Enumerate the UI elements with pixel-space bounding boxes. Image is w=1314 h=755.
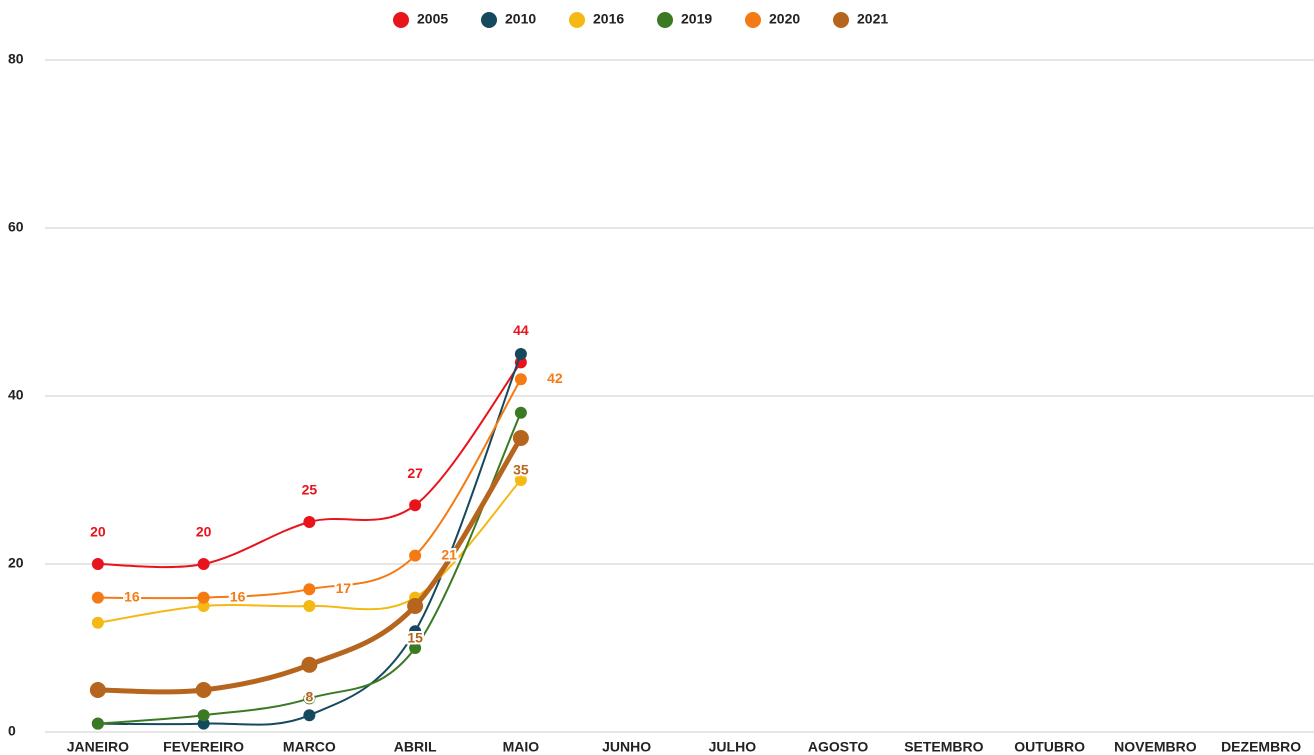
data-label: 20: [90, 524, 106, 540]
data-point: [409, 625, 422, 638]
data-label: 8: [305, 689, 313, 705]
data-point: [512, 430, 529, 446]
data-point: [197, 717, 210, 730]
x-tick-label: MARCO: [283, 739, 336, 755]
x-tick-label: ABRIL: [394, 739, 437, 755]
data-label: 35: [513, 462, 529, 478]
legend-label: 2016: [593, 11, 624, 27]
data-point: [197, 709, 210, 722]
data-label: 16: [230, 588, 246, 604]
legend-marker: [833, 12, 849, 28]
legend-marker: [657, 12, 673, 28]
data-point: [91, 591, 104, 604]
series-line: [97, 436, 523, 695]
data-point: [91, 558, 104, 570]
x-tick-label: DEZEMBRO: [1221, 739, 1301, 755]
data-label: 25: [302, 482, 318, 498]
x-tick-label: NOVEMBRO: [1114, 739, 1197, 755]
y-tick-label: 60: [8, 219, 24, 235]
data-point: [303, 516, 316, 528]
data-point: [303, 583, 316, 596]
data-point: [301, 656, 318, 673]
data-point: [407, 598, 424, 614]
legend-label: 2005: [417, 11, 448, 27]
legend-label: 2010: [505, 11, 536, 27]
data-point: [514, 406, 527, 419]
data-label: 27: [407, 465, 423, 481]
series-line: [97, 353, 522, 726]
data-label: 21: [441, 546, 457, 562]
data-point: [303, 692, 316, 705]
x-tick-label: AGOSTO: [808, 739, 869, 755]
data-point: [91, 717, 104, 730]
legend-label: 2019: [681, 11, 712, 27]
data-label: 17: [336, 580, 352, 596]
data-point: [409, 642, 422, 654]
data-label: 42: [547, 370, 563, 386]
data-point: [303, 709, 316, 722]
x-tick-label: FEVEREIRO: [163, 739, 244, 755]
data-point: [514, 474, 527, 486]
data-point: [514, 373, 527, 386]
data-label: 15: [407, 630, 423, 646]
data-point: [197, 558, 210, 570]
data-label: 20: [196, 524, 212, 540]
legend-marker: [393, 12, 409, 28]
data-point: [409, 499, 422, 512]
y-tick-label: 0: [8, 723, 16, 739]
x-tick-label: JULHO: [709, 739, 757, 755]
x-tick-label: MAIO: [503, 739, 540, 755]
y-tick-label: 80: [8, 51, 24, 67]
data-point: [303, 600, 316, 612]
series-line: [97, 378, 522, 600]
legend-label: 2020: [769, 11, 800, 27]
data-label: 16: [124, 588, 140, 604]
data-point: [89, 682, 106, 698]
series-line: [97, 361, 522, 569]
legend-marker: [745, 12, 761, 28]
data-point: [409, 549, 422, 562]
legend-marker: [569, 12, 585, 28]
y-tick-label: 40: [8, 387, 24, 403]
data-point: [91, 616, 104, 629]
x-tick-label: SETEMBRO: [904, 739, 983, 755]
y-tick-label: 20: [8, 555, 24, 571]
data-label: 44: [513, 322, 529, 338]
series-line: [97, 412, 522, 725]
legend-label: 2021: [857, 11, 888, 27]
data-point: [514, 348, 527, 360]
x-tick-label: OUTUBRO: [1014, 739, 1085, 755]
legend: 2005 2010 2016 2019 2020 2021: [393, 11, 888, 28]
data-point: [195, 682, 212, 698]
legend-marker: [481, 12, 497, 28]
data-point: [197, 600, 210, 612]
data-point: [197, 591, 210, 604]
x-tick-label: JUNHO: [602, 739, 651, 755]
x-tick-label: JANEIRO: [67, 739, 129, 755]
